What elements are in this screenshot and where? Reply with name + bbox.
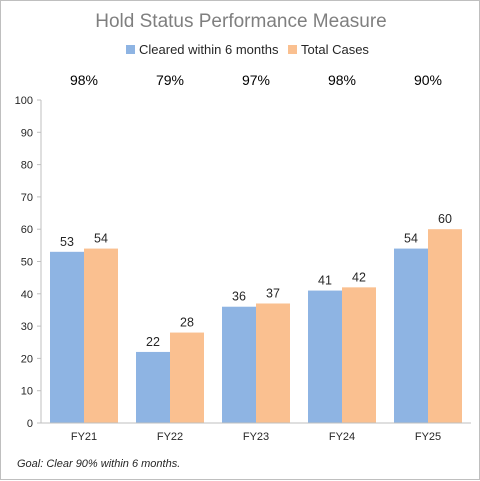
data-label-total-fy21: 54 xyxy=(94,232,108,246)
bars: 53 54 22 28 36 37 41 42 54 60 xyxy=(50,212,462,423)
data-label-total-fy23: 37 xyxy=(266,286,280,300)
x-category-label: FY22 xyxy=(157,431,183,443)
x-axis-categories: FY21 FY22 FY23 FY24 FY25 xyxy=(71,431,441,443)
percentage-label-fy24: 98% xyxy=(328,72,356,88)
x-category-label: FY25 xyxy=(415,431,441,443)
bar-total-fy23 xyxy=(256,303,290,423)
bar-cleared-fy23 xyxy=(222,306,256,423)
legend-swatch-total xyxy=(288,45,297,54)
y-axis-ticks: 0 10 20 30 40 50 60 70 80 90 100 xyxy=(15,95,41,430)
bar-total-fy25 xyxy=(428,229,462,423)
bar-total-fy24 xyxy=(342,287,376,423)
data-label-total-fy24: 42 xyxy=(352,270,366,284)
goal-footnote: Goal: Clear 90% within 6 months. xyxy=(17,458,180,470)
bar-cleared-fy25 xyxy=(394,248,428,423)
y-tick-label: 60 xyxy=(21,224,33,236)
data-label-cleared-fy22: 22 xyxy=(146,335,160,349)
data-label-cleared-fy25: 54 xyxy=(404,232,418,246)
percentage-labels: 98% 79% 97% 98% 90% xyxy=(70,72,442,88)
legend-label-total: Total Cases xyxy=(301,42,369,57)
x-category-label: FY23 xyxy=(243,431,269,443)
bar-cleared-fy22 xyxy=(136,351,170,423)
legend-swatch-cleared xyxy=(126,45,135,54)
data-label-cleared-fy23: 36 xyxy=(232,290,246,304)
bar-cleared-fy21 xyxy=(50,251,84,423)
x-category-label: FY24 xyxy=(329,431,355,443)
bar-cleared-fy24 xyxy=(308,290,342,423)
y-tick-label: 10 xyxy=(21,386,33,398)
legend: Cleared within 6 months Total Cases xyxy=(126,42,369,57)
data-label-cleared-fy21: 53 xyxy=(60,235,74,249)
percentage-label-fy22: 79% xyxy=(156,72,184,88)
x-category-label: FY21 xyxy=(71,431,97,443)
data-label-total-fy22: 28 xyxy=(180,316,194,330)
y-tick-label: 20 xyxy=(21,353,33,365)
y-tick-label: 70 xyxy=(21,192,33,204)
y-tick-label: 0 xyxy=(27,418,33,430)
y-tick-label: 40 xyxy=(21,289,33,301)
chart-title: Hold Status Performance Measure xyxy=(95,11,386,32)
data-label-cleared-fy24: 41 xyxy=(318,274,332,288)
y-tick-label: 50 xyxy=(21,257,33,269)
bar-total-fy22 xyxy=(170,332,204,423)
percentage-label-fy23: 97% xyxy=(242,72,270,88)
y-tick-label: 100 xyxy=(15,95,33,107)
percentage-label-fy25: 90% xyxy=(414,72,442,88)
data-label-total-fy25: 60 xyxy=(438,212,452,226)
percentage-label-fy21: 98% xyxy=(70,72,98,88)
bar-total-fy21 xyxy=(84,248,118,423)
legend-label-cleared: Cleared within 6 months xyxy=(139,42,279,57)
y-tick-label: 30 xyxy=(21,321,33,333)
y-tick-label: 80 xyxy=(21,160,33,172)
y-tick-label: 90 xyxy=(21,127,33,139)
